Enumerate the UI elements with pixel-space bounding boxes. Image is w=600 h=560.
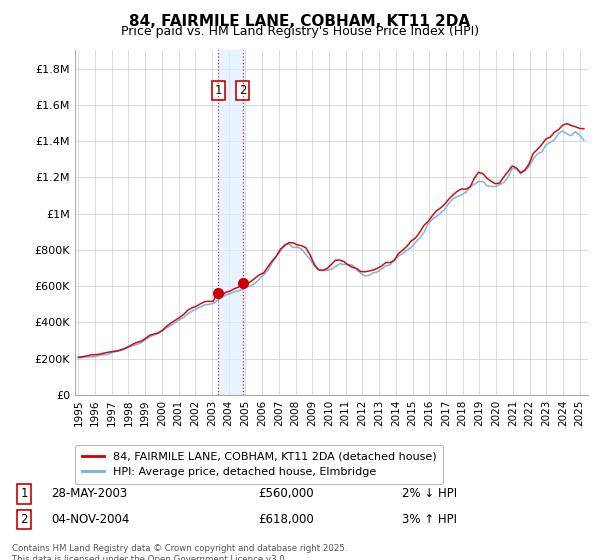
Text: Contains HM Land Registry data © Crown copyright and database right 2025.
This d: Contains HM Land Registry data © Crown c… <box>12 544 347 560</box>
Legend: 84, FAIRMILE LANE, COBHAM, KT11 2DA (detached house), HPI: Average price, detach: 84, FAIRMILE LANE, COBHAM, KT11 2DA (det… <box>76 445 443 484</box>
Text: Price paid vs. HM Land Registry's House Price Index (HPI): Price paid vs. HM Land Registry's House … <box>121 25 479 38</box>
Text: 04-NOV-2004: 04-NOV-2004 <box>51 513 130 526</box>
Text: 1: 1 <box>215 84 222 97</box>
Bar <box>218 50 243 395</box>
Text: 28-MAY-2003: 28-MAY-2003 <box>51 487 127 501</box>
Text: 2: 2 <box>239 84 247 97</box>
Text: 3% ↑ HPI: 3% ↑ HPI <box>402 513 457 526</box>
Text: £560,000: £560,000 <box>258 487 314 501</box>
Text: 1: 1 <box>20 487 28 501</box>
Text: 84, FAIRMILE LANE, COBHAM, KT11 2DA: 84, FAIRMILE LANE, COBHAM, KT11 2DA <box>130 14 470 29</box>
Text: £618,000: £618,000 <box>258 513 314 526</box>
Text: 2% ↓ HPI: 2% ↓ HPI <box>402 487 457 501</box>
Text: 2: 2 <box>20 513 28 526</box>
